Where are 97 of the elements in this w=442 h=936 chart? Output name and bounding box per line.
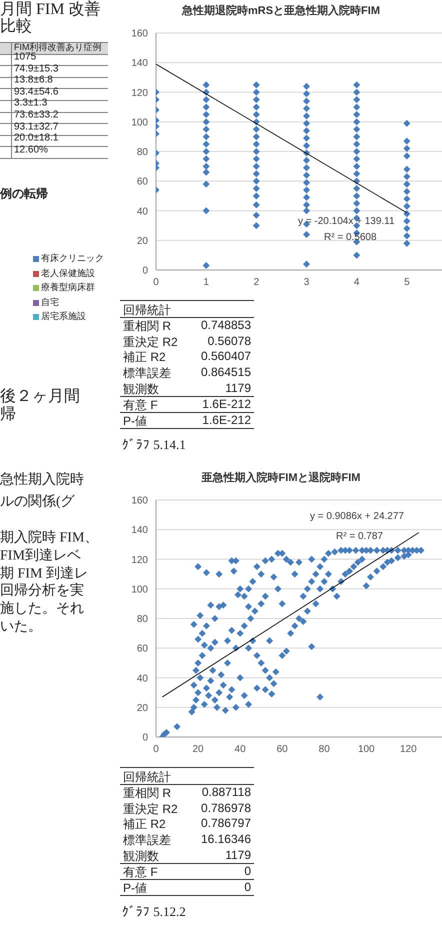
text: 期入院時 FIM、 xyxy=(0,530,98,546)
text: 施した。それ xyxy=(0,601,84,617)
text: 重相関 R xyxy=(123,318,171,335)
text: 重決定 R2 xyxy=(123,801,178,818)
text: 74.9±15.3 xyxy=(14,64,58,74)
annotation: R² = 0.5608 xyxy=(324,232,377,243)
text: 有床クリニック xyxy=(41,253,104,264)
y-tick-label: 140 xyxy=(131,525,148,536)
text: 重決定 R2 xyxy=(123,334,178,351)
text: P-値 xyxy=(123,413,147,430)
text: 後２ヶ月間 xyxy=(0,388,80,406)
text: 1.6E-212 xyxy=(202,413,251,427)
y-tick-label: 100 xyxy=(131,117,148,128)
y-tick-label: 60 xyxy=(136,176,148,188)
y-tick-label: 60 xyxy=(136,644,148,655)
x-tick-label: 40 xyxy=(234,744,246,756)
text: ルの関係(グ xyxy=(0,494,75,510)
y-tick-label: 80 xyxy=(136,614,148,626)
text: 期 FIM 到達レ xyxy=(0,566,88,582)
y-tick-label: 120 xyxy=(131,88,148,99)
y-tick-label: 20 xyxy=(136,236,148,247)
y-tick-label: 160 xyxy=(131,28,148,40)
x-tick-label: 0 xyxy=(153,744,160,756)
y-tick-label: 140 xyxy=(131,58,148,70)
text: FIM到達レベ xyxy=(0,548,81,564)
x-tick-label: 3 xyxy=(304,277,310,288)
text: 1179 xyxy=(225,381,251,395)
annotation: y = -20.104x + 139.11 xyxy=(298,216,395,227)
x-tick-label: 120 xyxy=(400,744,418,756)
text: 回帰分析を実 xyxy=(0,583,84,599)
text: 回帰統計 xyxy=(123,302,171,319)
x-tick-label: 4 xyxy=(354,277,360,288)
text: 居宅系施設 xyxy=(41,311,86,322)
text: 20.0±18.1 xyxy=(14,132,58,144)
text: 重相関 R xyxy=(123,785,171,802)
text: 有意 F xyxy=(123,397,158,414)
text: 0.786797 xyxy=(200,816,251,830)
text: 12.60% xyxy=(14,144,48,156)
text: 標準誤差 xyxy=(123,832,171,849)
text: 73.6±33.2 xyxy=(14,110,58,120)
y-tick-label: 0 xyxy=(142,732,148,744)
text: 帰 xyxy=(0,406,16,424)
text: FIM利得改善あり症例 xyxy=(14,42,102,52)
y-tick-label: 40 xyxy=(136,673,148,684)
chart-title: 急性期退院時mRSと亜急性期入院時FIM xyxy=(180,4,381,18)
chart-title: 亜急性期入院時FIMと退院時FIM xyxy=(200,470,362,485)
text: いた。 xyxy=(0,619,42,635)
y-tick-label: 0 xyxy=(142,266,148,277)
text: 16.16346 xyxy=(200,832,251,846)
text: 回帰統計 xyxy=(123,769,171,786)
y-tick-label: 80 xyxy=(136,147,148,158)
text: 比較 xyxy=(0,18,32,36)
text: 月間 FIM 改善 xyxy=(0,1,100,18)
y-tick-label: 120 xyxy=(131,554,148,566)
y-tick-label: 160 xyxy=(131,496,148,507)
text: ｸﾞﾗﾌ 5.14.1 xyxy=(122,437,186,453)
text: 有意 F xyxy=(123,864,158,881)
text: 1.6E-212 xyxy=(202,397,251,411)
annotation: R² = 0.787 xyxy=(336,531,383,542)
text: 例の転帰 xyxy=(0,186,48,201)
text: 補正 R2 xyxy=(123,349,166,366)
text: 3.3±1.3 xyxy=(14,98,48,108)
text: 補正 R2 xyxy=(123,816,166,833)
text: 療養型病床群 xyxy=(41,282,95,293)
text: 0.864515 xyxy=(200,365,251,379)
text: 0.56078 xyxy=(208,334,251,348)
text: P-値 xyxy=(123,880,147,897)
text: 0.887118 xyxy=(202,785,251,799)
text: 0.786978 xyxy=(200,801,251,815)
text: 急性期入院時 xyxy=(0,472,84,488)
x-tick-label: 2 xyxy=(254,277,260,288)
x-tick-label: 100 xyxy=(358,744,376,756)
x-tick-label: 80 xyxy=(318,744,330,756)
text: 1075 xyxy=(14,52,36,62)
text: 0.748853 xyxy=(200,318,251,332)
y-tick-label: 40 xyxy=(136,206,148,218)
text: 自宅 xyxy=(41,297,59,308)
text: 観測数 xyxy=(123,381,159,398)
text: 観測数 xyxy=(123,848,159,865)
text: 0 xyxy=(244,864,251,878)
text: ｸﾞﾗﾌ 5.12.2 xyxy=(122,904,186,920)
annotation: y = 0.9086x + 24.277 xyxy=(310,511,404,522)
x-tick-label: 0 xyxy=(153,277,160,288)
x-tick-label: 1 xyxy=(203,277,210,288)
x-tick-label: 20 xyxy=(192,744,204,756)
y-tick-label: 20 xyxy=(136,702,148,714)
text: 標準誤差 xyxy=(123,365,171,382)
y-tick-label: 100 xyxy=(131,584,148,596)
text: 0.560407 xyxy=(200,349,251,363)
x-tick-label: 60 xyxy=(276,744,288,756)
text: 0 xyxy=(244,880,251,894)
text: 1179 xyxy=(225,848,251,862)
text: 13.8±6.8 xyxy=(14,74,53,86)
text: 93.4±54.6 xyxy=(14,86,58,98)
x-tick-label: 5 xyxy=(404,277,410,288)
text: 93.1±32.7 xyxy=(14,122,58,132)
text: 老人保健施設 xyxy=(41,268,95,279)
